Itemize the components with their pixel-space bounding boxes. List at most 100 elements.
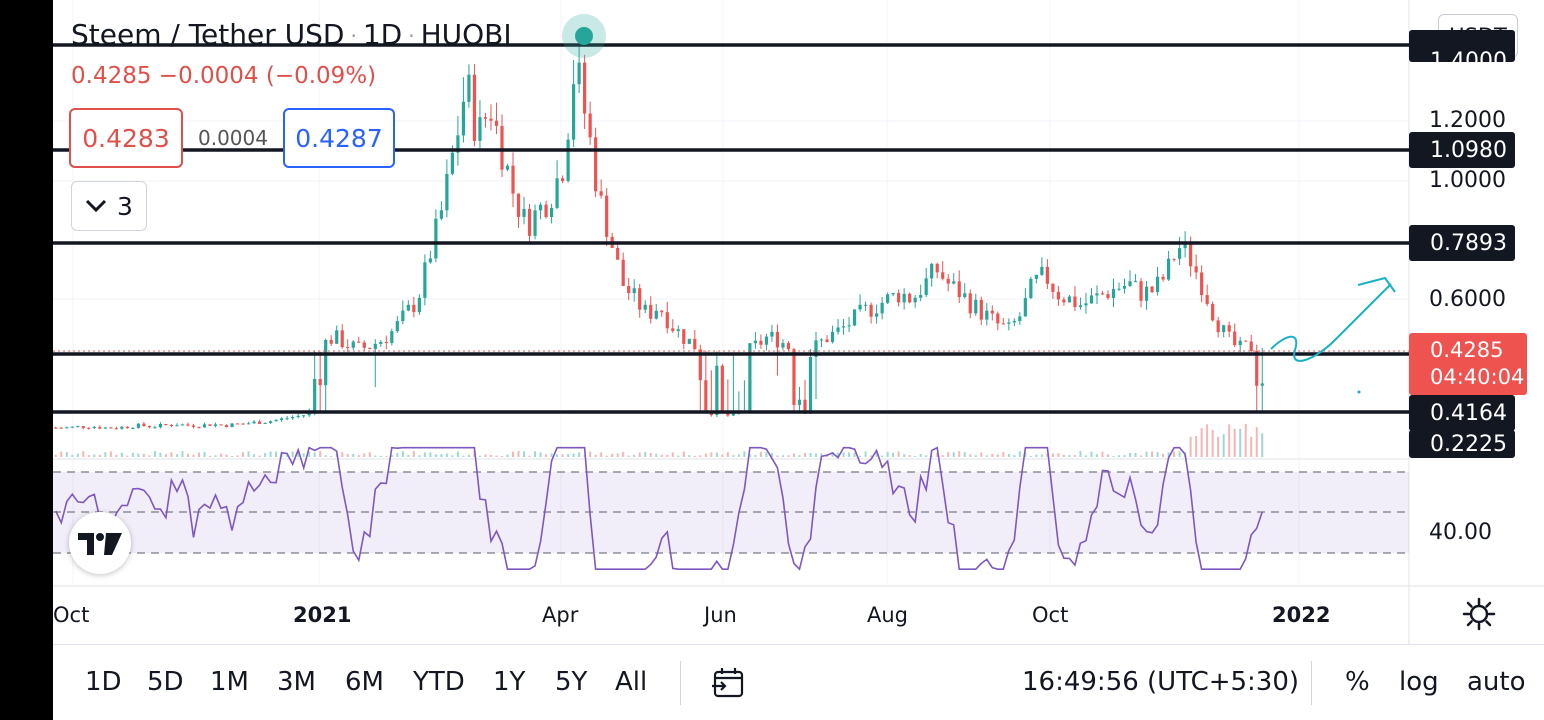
candle-body — [384, 341, 388, 343]
candle-body — [351, 341, 355, 348]
range-ytd[interactable]: YTD — [413, 667, 465, 697]
candle-body — [76, 426, 80, 428]
volume-bar — [352, 453, 355, 457]
volume-bar — [759, 451, 762, 457]
volume-bar — [1222, 434, 1225, 457]
volume-bar — [528, 455, 531, 457]
volume-bar — [803, 453, 806, 457]
candle-body — [858, 304, 862, 310]
volume-bar — [820, 453, 823, 457]
range-3m[interactable]: 3M — [277, 667, 316, 697]
range-5y[interactable]: 5Y — [555, 667, 588, 697]
percent-toggle[interactable]: % — [1345, 667, 1370, 697]
candle-body — [753, 340, 758, 344]
candle-body — [549, 207, 554, 218]
candle-body — [1133, 281, 1138, 283]
log-toggle[interactable]: log — [1399, 667, 1439, 697]
candle-body — [456, 135, 460, 153]
candle-body — [313, 378, 317, 414]
volume-bar — [594, 454, 597, 457]
volume-bar — [175, 454, 178, 457]
level-label: 0.4164 — [1409, 395, 1515, 431]
volume-bar — [131, 452, 134, 457]
tradingview-logo[interactable] — [69, 512, 131, 574]
volume-bar — [892, 452, 895, 457]
level-label: 0.7893 — [1409, 225, 1515, 261]
symbol-header[interactable]: Steem / Tether USD · 1D · HUOBI — [71, 18, 512, 51]
candle-body — [494, 120, 499, 126]
volume-bar — [660, 454, 663, 457]
range-5d[interactable]: 5D — [147, 667, 184, 697]
time-label: Oct — [1032, 603, 1069, 627]
candle-body — [346, 347, 350, 349]
candle-body — [1128, 281, 1132, 286]
range-1y[interactable]: 1Y — [493, 667, 526, 697]
volume-bar — [721, 454, 724, 457]
candle-body — [891, 292, 895, 295]
volume-bar — [765, 452, 768, 457]
volume-bar — [853, 452, 856, 457]
candle-body — [819, 339, 824, 341]
candle-body — [720, 365, 724, 414]
volume-bar — [1178, 451, 1181, 457]
rsi-line — [55, 446, 1263, 571]
candle-body — [1029, 278, 1033, 299]
volume-bar — [776, 455, 779, 457]
volume-bar — [1239, 428, 1242, 457]
candle-body — [841, 326, 846, 328]
candle-body — [1155, 276, 1160, 293]
candle-body — [759, 340, 763, 345]
volume-bar — [434, 454, 437, 457]
volume-bar — [1013, 455, 1016, 457]
candle-body — [852, 309, 857, 326]
candle-body — [439, 210, 443, 219]
volume-bar — [159, 452, 162, 457]
candle-body — [434, 218, 438, 259]
candle-body — [109, 427, 113, 429]
volume-bar — [1156, 452, 1159, 457]
indicators-toggle[interactable]: 3 — [71, 181, 147, 231]
volume-bar — [1112, 455, 1115, 457]
price-tick: 1.2000 — [1429, 108, 1506, 133]
candle-body — [158, 424, 163, 428]
volume-bar — [1233, 428, 1236, 457]
header-dot: · — [350, 24, 357, 48]
volume-bar — [512, 451, 515, 457]
range-1m[interactable]: 1M — [210, 667, 249, 697]
chart-canvas[interactable] — [53, 0, 1544, 644]
time-label: Apr — [542, 603, 579, 627]
candle-body — [643, 304, 647, 310]
candle-body — [555, 178, 559, 208]
volume-bar — [258, 455, 261, 457]
volume-bar — [467, 454, 470, 457]
volume-bar — [633, 454, 636, 457]
candle-body — [197, 426, 201, 428]
event-marker — [575, 27, 593, 45]
candle-body — [241, 423, 245, 425]
candle-body — [1205, 295, 1209, 305]
volume-bar — [1084, 455, 1087, 457]
candle-body — [781, 343, 785, 348]
auto-toggle[interactable]: auto — [1467, 667, 1526, 697]
candle-body — [566, 139, 570, 182]
candle-body — [792, 349, 796, 405]
buy-button[interactable]: 0.4287 — [283, 108, 395, 168]
clock-timezone[interactable]: 16:49:56 (UTC+5:30) — [1022, 667, 1300, 697]
candle-body — [974, 299, 978, 314]
volume-bar — [253, 454, 256, 457]
candle-body — [1111, 288, 1116, 298]
candle-body — [1255, 351, 1259, 386]
range-1d[interactable]: 1D — [85, 667, 122, 697]
candle-body — [1051, 283, 1055, 292]
sell-button[interactable]: 0.4283 — [69, 108, 183, 168]
candle-body — [560, 178, 565, 182]
candle-body — [406, 304, 410, 311]
gear-icon[interactable] — [1461, 596, 1497, 632]
volume-bar — [715, 452, 718, 457]
candle-body — [302, 415, 306, 417]
range-6m[interactable]: 6M — [345, 667, 384, 697]
range-all[interactable]: All — [615, 667, 648, 697]
volume-bar — [286, 453, 289, 457]
candle-body — [114, 428, 118, 430]
goto-date-icon[interactable] — [711, 665, 747, 701]
